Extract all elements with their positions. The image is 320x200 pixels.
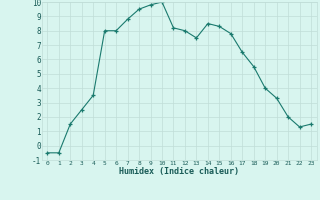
X-axis label: Humidex (Indice chaleur): Humidex (Indice chaleur) (119, 167, 239, 176)
